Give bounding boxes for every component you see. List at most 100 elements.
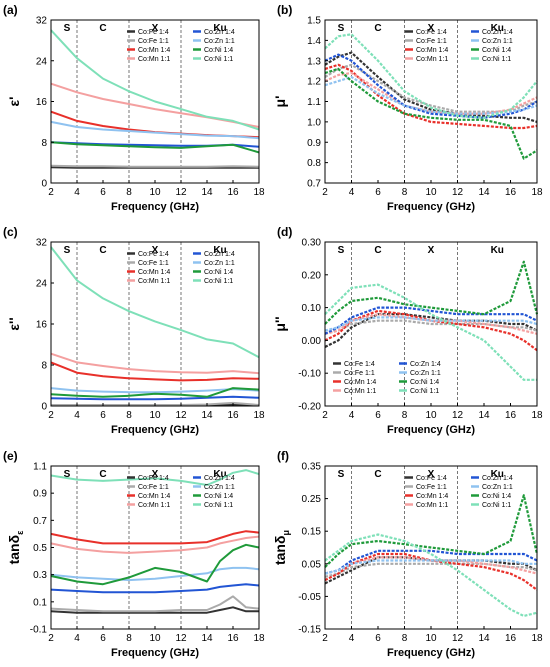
- series-line: [50, 29, 260, 131]
- x-tick-label: 2: [322, 187, 328, 198]
- y-tick-label: 0.35: [302, 462, 322, 473]
- y-tick-label: 24: [36, 279, 48, 290]
- legend-label: Co:Zn 1:4: [204, 29, 235, 36]
- series-line: [324, 319, 538, 335]
- band-label: S: [64, 245, 71, 256]
- x-axis-label: Frequency (GHz): [387, 201, 475, 213]
- legend-label: Co:Fe 1:1: [416, 484, 447, 491]
- series-line: [324, 552, 538, 591]
- panel-d: (d) S C X Ku 2 4 6 8 10 12 14 16 18 -0.20 -0.10 0.00 0.10…: [272, 225, 543, 436]
- band-label: C: [99, 245, 106, 256]
- y-tick-label: 0.25: [302, 494, 322, 505]
- series-line: [324, 63, 538, 130]
- series-line: [50, 535, 260, 554]
- x-axis-label: Frequency (GHz): [111, 647, 199, 659]
- x-tick-label: 12: [452, 410, 464, 421]
- legend-label: Co:Mn 1:1: [138, 502, 170, 509]
- x-tick-label: 16: [227, 187, 239, 198]
- legend-label: Co:Fe 1:1: [138, 484, 169, 491]
- legend: Co:Fe 1:4 Co:Fe 1:1 Co:Mn 1:4 Co:Mn 1:1 Co:Z…: [405, 29, 513, 63]
- y-axis-label: tanδμ: [272, 530, 291, 565]
- y-tick-label: 1.5: [307, 16, 321, 27]
- legend-label: Co:Mn 1:1: [416, 56, 448, 63]
- y-tick-label: -0.05: [298, 592, 321, 603]
- legend-label: Co:Ni 1:1: [204, 278, 233, 285]
- legend-label: Co:Ni 1:4: [204, 493, 233, 500]
- band-label: C: [374, 469, 381, 480]
- band-label: X: [428, 23, 435, 34]
- series-line: [324, 306, 538, 335]
- y-tick-label: 0.1: [33, 597, 47, 608]
- legend-label: Co:Ni 1:1: [204, 502, 233, 509]
- series-line: [324, 283, 537, 381]
- y-tick-label: 0.7: [33, 516, 47, 527]
- legend-label: Co:Ni 1:4: [204, 47, 233, 54]
- x-tick-label: 10: [425, 187, 437, 198]
- legend-label: Co:Ni 1:1: [204, 56, 233, 63]
- series-line: [50, 387, 260, 394]
- x-tick-label: 2: [322, 410, 328, 421]
- x-tick-label: 12: [452, 633, 464, 644]
- y-tick-label: -0.1: [30, 625, 48, 636]
- band-label: X: [152, 245, 159, 256]
- legend-label: Co:Mn 1:4: [416, 47, 448, 54]
- x-tick-label: 16: [505, 187, 517, 198]
- panel-label: (f): [277, 449, 289, 463]
- x-tick-label: 18: [253, 633, 265, 644]
- legend-label: Co:Fe 1:4: [416, 475, 447, 482]
- band-label: C: [374, 23, 381, 34]
- series-line: [324, 309, 538, 352]
- band-label: Ku: [491, 23, 504, 34]
- y-tick-label: 0.9: [33, 489, 47, 500]
- x-tick-label: 12: [175, 633, 187, 644]
- legend-label: Co:Zn 1:4: [482, 29, 513, 36]
- series-line: [324, 316, 538, 332]
- legend-label: Co:Zn 1:4: [204, 475, 235, 482]
- y-tick-label: 16: [36, 320, 48, 331]
- y-tick-label: 0.10: [302, 303, 322, 314]
- y-tick-label: 0: [41, 179, 47, 190]
- x-tick-label: 16: [227, 633, 239, 644]
- y-tick-label: 1.2: [307, 77, 321, 88]
- band-label: C: [99, 23, 106, 34]
- y-tick-label: 0.8: [307, 158, 321, 169]
- x-tick-label: 10: [425, 410, 437, 421]
- y-tick-label: 32: [36, 238, 48, 249]
- x-tick-label: 4: [349, 633, 355, 644]
- legend-label: Co:Fe 1:4: [138, 251, 169, 258]
- series-line: [324, 63, 538, 113]
- y-tick-label: 0.7: [307, 179, 321, 190]
- series-line: [324, 549, 538, 575]
- legend-label: Co:Zn 1:1: [482, 38, 513, 45]
- legend-label: Co:Zn 1:1: [410, 370, 441, 377]
- panel-label: (c): [3, 225, 18, 239]
- series-line: [50, 606, 259, 614]
- y-tick-label: 1.0: [307, 117, 321, 128]
- legend-label: Co:Mn 1:4: [138, 493, 170, 500]
- x-tick-label: 16: [505, 410, 517, 421]
- x-tick-label: 2: [48, 410, 54, 421]
- legend: Co:Fe 1:4 Co:Fe 1:1 Co:Mn 1:4 Co:Mn 1:1 Co:Z…: [127, 251, 235, 285]
- series-line: [50, 595, 260, 613]
- legend-label: Co:Fe 1:1: [344, 370, 375, 377]
- x-tick-label: 6: [100, 187, 106, 198]
- y-tick-label: 8: [41, 361, 47, 372]
- legend-label: Co:Mn 1:4: [416, 493, 448, 500]
- legend: Co:Fe 1:4 Co:Fe 1:1 Co:Mn 1:4 Co:Mn 1:1 Co:Z…: [127, 29, 235, 63]
- band-label: C: [374, 245, 381, 256]
- x-tick-label: 8: [126, 410, 132, 421]
- x-axis-label: Frequency (GHz): [387, 424, 475, 436]
- y-tick-label: -0.10: [298, 369, 321, 380]
- panel-label: (e): [3, 449, 18, 463]
- x-tick-label: 6: [375, 187, 381, 198]
- legend: Co:Fe 1:4 Co:Fe 1:1 Co:Mn 1:4 Co:Mn 1:1 Co:Z…: [405, 475, 513, 509]
- legend: Co:Fe 1:4 Co:Fe 1:1 Co:Mn 1:4 Co:Mn 1:1 Co:Z…: [333, 361, 441, 395]
- legend-label: Co:Fe 1:4: [344, 361, 375, 368]
- legend-label: Co:Mn 1:1: [344, 388, 376, 395]
- panel-label: (a): [3, 3, 18, 17]
- series-line: [324, 313, 538, 348]
- band-label: S: [64, 469, 71, 480]
- x-tick-label: 14: [478, 410, 490, 421]
- x-tick-label: 14: [201, 410, 213, 421]
